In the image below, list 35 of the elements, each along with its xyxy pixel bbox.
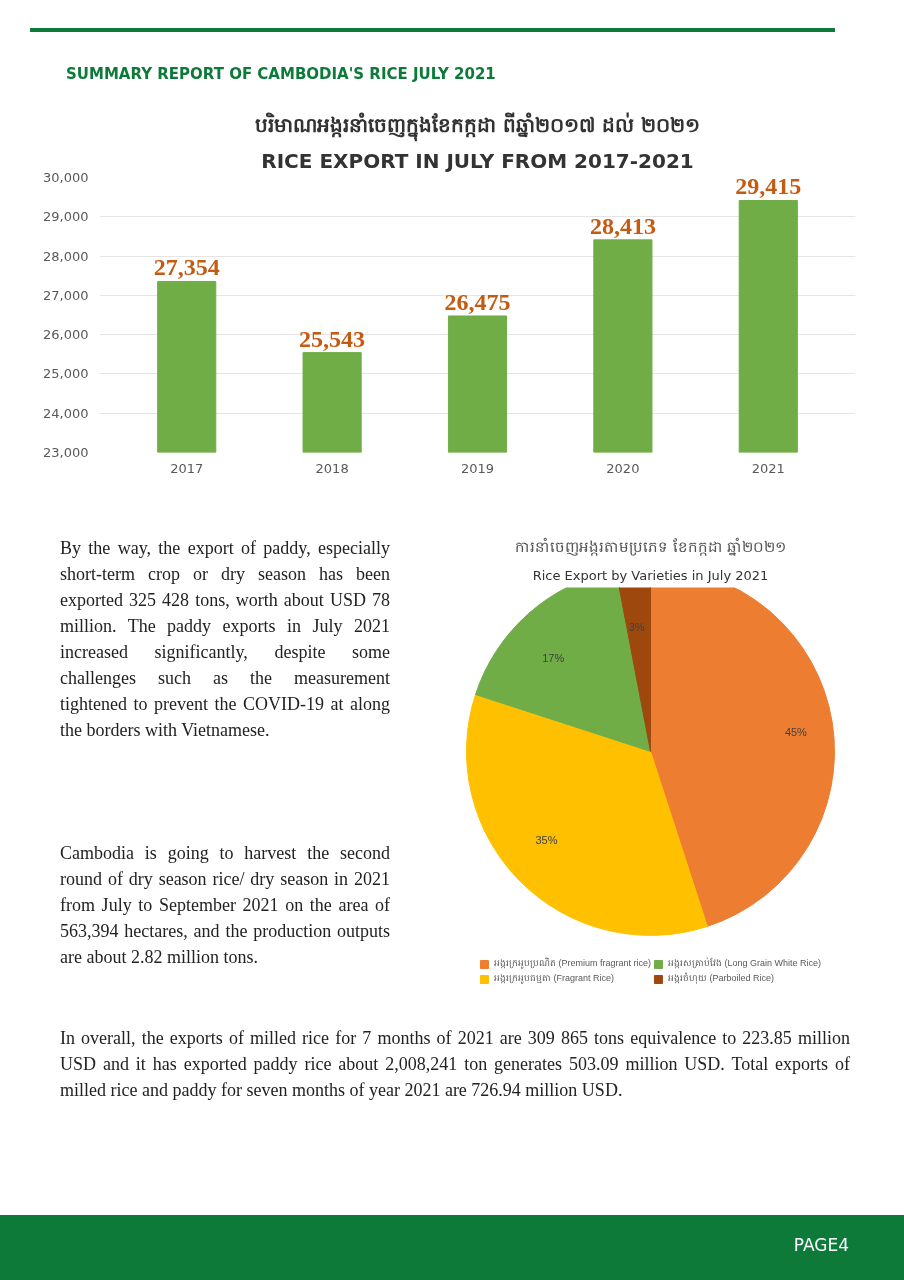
chart-subtitle: Rice Export by Varieties in July 2021 [532,567,769,583]
data-label: 29,415 [735,173,802,200]
legend-label: អង្ករក្រអូបប្រណិត (Premium fragrant rice) [493,957,651,970]
x-tick-label: 2017 [170,460,204,476]
legend-label: អង្ករសគ្រាប់វែង (Long Grain White Rice) [667,957,822,970]
y-tick-label: 25,000 [43,366,89,382]
text: In overall, the exports of milled rice for 7 months of 2021 are 309 865 tons equivalence to 223.85 million USD and it has exported paddy rice about 2,008,241 ton generates 503.09 million USD. Total exports of milled rice and paddy for seven months of year 2021 are 726.94 million USD. [60,1027,850,1102]
data-label: 45% [784,725,808,738]
y-tick-label: 30,000 [43,170,89,185]
y-tick-label: 27,000 [43,287,89,303]
data-label: 35% [535,833,558,846]
x-tick-label: 2019 [460,460,495,476]
data-label: 17% [542,651,565,664]
data-label: 27,354 [153,254,220,281]
text: Cambodia is going to harvest the second round of dry season rice/ dry season in 2021 from July to September 2021 on the area of 563,394 hectares, and the production outputs are about 2.82 million tons. [60,842,390,969]
legend-label: អង្ករក្រអូបធម្មតា (Fragrant Rice) [493,972,614,985]
chart-subtitle: RICE EXPORT IN JULY FROM 2017-2021 [261,148,694,173]
x-tick-label: 2021 [751,460,785,476]
text: By the way, the export of paddy, especially short-term crop or dry season has been exported 325 428 tons, worth about USD 78 million. The paddy exports in July 2021 increased significantly, despite some challenges such as the measurement tightened to prevent the COVID-19 at along the borders with Vietnamese. [60,537,390,742]
legend-label: អង្ករចំហុយ (Parboiled Rice) [667,972,775,985]
y-tick-label: 24,000 [43,405,89,421]
data-label: 3% [628,621,645,634]
x-tick-label: 2018 [315,460,349,476]
y-tick-label: 23,000 [43,445,89,460]
data-label: 25,543 [299,325,366,352]
chart-title: ការនាំចេញអង្ករតាមប្រភេទ ខែកក្កដា ឆ្នាំ២០២១ [514,536,787,556]
data-label: 28,413 [589,212,656,239]
x-tick-label: 2020 [606,460,640,476]
y-tick-label: 28,000 [43,248,89,264]
y-tick-label: 26,000 [43,327,89,343]
y-tick-label: 29,000 [43,209,89,225]
data-label: 26,475 [444,288,511,315]
chart-title: បរិមាណអង្ករនាំចេញក្នុងខែកក្កដា ពីឆ្នាំ២០១៧ ដល់ ២០២១ [255,111,700,142]
text: SUMMARY REPORT OF CAMBODIA'S RICE JULY 2021 [66,65,496,83]
text: PAGE4 [793,1235,849,1255]
